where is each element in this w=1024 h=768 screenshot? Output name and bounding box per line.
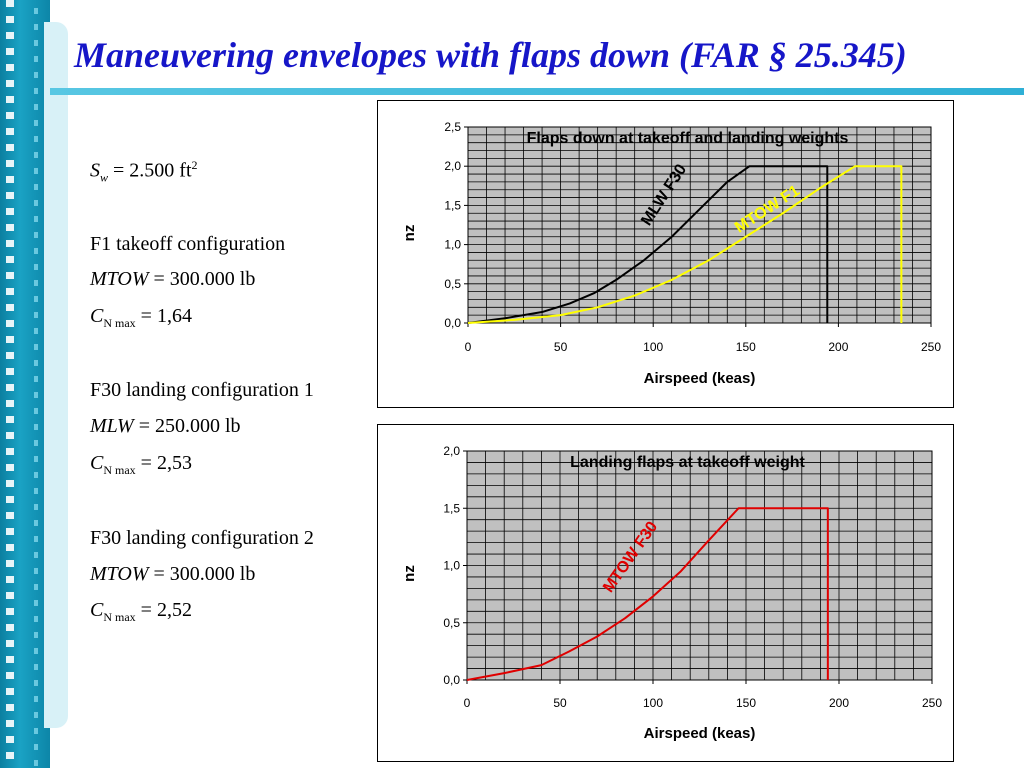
group-2-weight: MLW = 250.000 lb xyxy=(90,415,241,438)
x-tick-label: 100 xyxy=(643,340,663,354)
group-1-weight-symbol: MTOW xyxy=(90,268,149,290)
y-tick-label: 2,0 xyxy=(443,444,460,458)
group-3-cn: CN max = 2,52 xyxy=(90,599,192,625)
group-2-heading: F30 landing configuration 1 xyxy=(90,379,314,401)
x-tick-label: 200 xyxy=(829,696,849,710)
title-divider xyxy=(50,88,1024,95)
x-tick-label: 150 xyxy=(736,696,756,710)
slide-title: Maneuvering envelopes with flaps down (F… xyxy=(74,35,907,75)
y-tick-label: 1,5 xyxy=(443,501,460,515)
group-3-weight-symbol: MTOW xyxy=(90,563,149,585)
x-tick-label: 50 xyxy=(553,696,567,710)
group-1-cn-value: = 1,64 xyxy=(140,305,192,327)
group-2-cn-subscript: N max xyxy=(103,463,136,477)
group-3-cn-symbol: C xyxy=(90,599,104,621)
series-line-mlw-f30 xyxy=(467,165,829,324)
group-3-weight: MTOW = 300.000 lb xyxy=(90,563,255,586)
y-tick-label: 1,0 xyxy=(444,238,461,252)
x-tick-label: 50 xyxy=(554,340,568,354)
plot-border xyxy=(467,126,932,324)
group-2-weight-symbol: MLW xyxy=(90,415,134,437)
group-2-cn: CN max = 2,53 xyxy=(90,452,192,478)
y-tick-label: 1,5 xyxy=(444,198,461,212)
x-tick-label: 150 xyxy=(736,340,756,354)
chart-flaps-down-envelope: 0,0 0,5 1,0 1,5 2,0 2,5 0 50 100 150 200 250 Airspee… xyxy=(377,100,954,408)
wing-area-value: = 2.500 ft xyxy=(113,159,192,182)
chart-landing-flaps-envelope: 0,0 0,5 1,0 1,5 2,0 0 50 100 150 200 250 Airspeed (… xyxy=(377,424,954,762)
group-3-heading: F30 landing configuration 2 xyxy=(90,527,314,549)
x-axis-label: Airspeed (keas) xyxy=(644,725,756,742)
side-panel xyxy=(44,22,68,728)
left-bar-pattern xyxy=(6,0,14,768)
plot-area xyxy=(467,126,932,324)
x-tick-label: 0 xyxy=(465,340,472,354)
group-1-heading: F1 takeoff configuration xyxy=(90,233,286,255)
series-line-mtow-f1 xyxy=(467,165,903,324)
y-axis-label: nz xyxy=(401,225,418,242)
group-3-cn-subscript: N max xyxy=(103,610,136,624)
group-1-weight: MTOW = 300.000 lb xyxy=(90,268,255,291)
y-tick-label: 0,0 xyxy=(444,316,461,330)
x-tick-label: 250 xyxy=(921,340,941,354)
group-2-cn-value: = 2,53 xyxy=(140,452,192,474)
group-2-weight-value: = 250.000 lb xyxy=(138,415,241,437)
y-tick-label: 0,5 xyxy=(443,616,460,630)
y-tick-label: 1,0 xyxy=(443,559,460,573)
y-tick-label: 2,0 xyxy=(444,159,461,173)
group-1-cn: CN max = 1,64 xyxy=(90,305,192,331)
y-tick-label: 0,0 xyxy=(443,673,460,687)
group-1-cn-symbol: C xyxy=(90,305,104,327)
group-2-cn-symbol: C xyxy=(90,452,104,474)
chart-title: Landing flaps at takeoff weight xyxy=(570,454,805,471)
group-3-weight-value: = 300.000 lb xyxy=(153,563,256,585)
chart-title: Flaps down at takeoff and landing weight… xyxy=(527,130,849,147)
wing-area-exponent: 2 xyxy=(191,158,198,172)
wing-area-subscript: w xyxy=(100,170,109,185)
chart-1-svg: 0,0 0,5 1,0 1,5 2,0 0 50 100 150 200 250 Airspeed (… xyxy=(401,444,942,742)
left-bar-pattern-inner xyxy=(34,8,38,768)
chart-0-svg: 0,0 0,5 1,0 1,5 2,0 2,5 0 50 100 150 200 250 Airspee… xyxy=(401,120,941,387)
x-tick-label: 100 xyxy=(643,696,663,710)
x-tick-label: 250 xyxy=(922,696,942,710)
group-1-weight-value: = 300.000 lb xyxy=(153,268,256,290)
y-tick-label: 0,5 xyxy=(444,277,461,291)
x-axis-label: Airspeed (keas) xyxy=(644,370,756,387)
group-3-cn-value: = 2,52 xyxy=(140,599,192,621)
series-line-mtow-f30 xyxy=(466,507,829,681)
x-tick-label: 200 xyxy=(828,340,848,354)
y-tick-label: 2,5 xyxy=(444,120,461,134)
left-decorative-bar xyxy=(0,0,50,768)
x-tick-label: 0 xyxy=(464,696,471,710)
wing-area-symbol: S xyxy=(90,159,100,182)
wing-area-equation: Sw = 2.500 ft2 xyxy=(90,158,198,186)
group-1-cn-subscript: N max xyxy=(103,316,136,330)
y-axis-label: nz xyxy=(401,565,418,582)
